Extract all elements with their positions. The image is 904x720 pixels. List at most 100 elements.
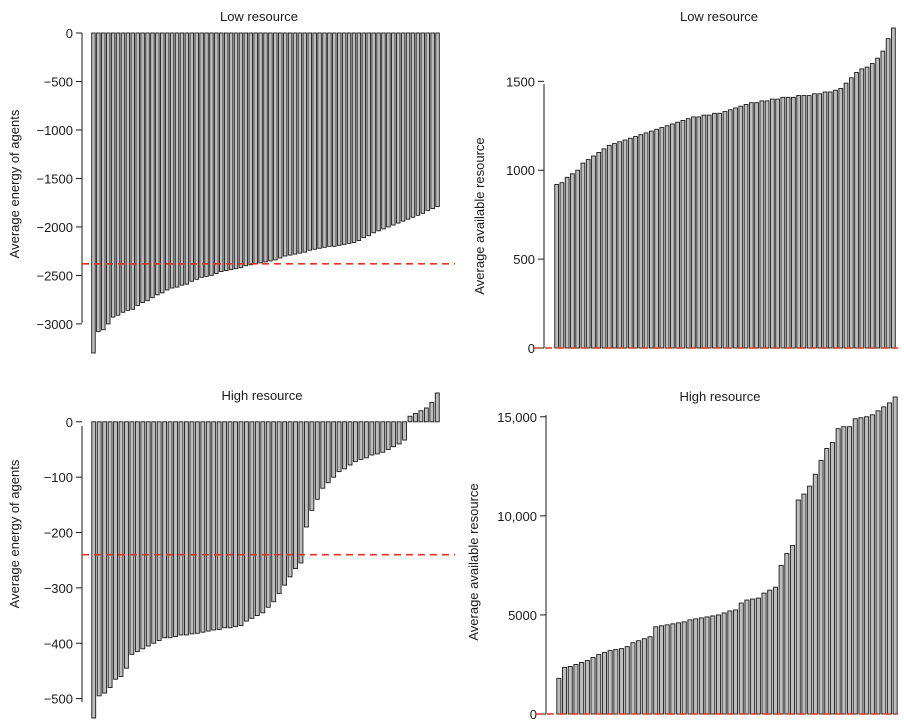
bar bbox=[287, 421, 293, 578]
bar bbox=[134, 421, 140, 653]
bar bbox=[314, 421, 320, 500]
bar bbox=[263, 32, 268, 263]
bar bbox=[276, 421, 282, 594]
bar bbox=[115, 32, 121, 316]
bar bbox=[96, 32, 101, 333]
y-tick-label: 1500 bbox=[506, 74, 535, 89]
bar bbox=[178, 421, 184, 636]
bar bbox=[430, 32, 435, 209]
bar bbox=[859, 68, 865, 349]
bar bbox=[434, 392, 440, 423]
bar bbox=[764, 100, 770, 349]
y-tick-label: −3000 bbox=[36, 317, 73, 332]
bar bbox=[243, 32, 249, 267]
bar bbox=[194, 32, 199, 280]
bar bbox=[120, 32, 126, 313]
bar bbox=[293, 421, 298, 569]
bar bbox=[704, 616, 710, 715]
bar bbox=[701, 114, 707, 349]
bar bbox=[331, 421, 337, 478]
bar bbox=[327, 32, 332, 247]
bar bbox=[356, 32, 362, 241]
bar bbox=[573, 664, 579, 715]
bar bbox=[748, 102, 754, 349]
bar bbox=[402, 421, 407, 441]
bar bbox=[105, 32, 111, 325]
bar bbox=[228, 32, 234, 271]
bar bbox=[405, 32, 411, 220]
bar bbox=[685, 118, 691, 349]
y-axis-ticks: 0 −100 −200 −300 −400 −500 bbox=[44, 415, 82, 707]
bar bbox=[858, 417, 864, 715]
bar bbox=[140, 421, 146, 650]
bar bbox=[785, 96, 791, 349]
bar bbox=[570, 173, 575, 349]
bar bbox=[579, 662, 585, 715]
bar bbox=[733, 107, 738, 349]
bar bbox=[806, 95, 812, 349]
bar bbox=[801, 493, 807, 715]
bar bbox=[371, 32, 376, 234]
bar bbox=[790, 545, 796, 715]
panel-low-resource-energy: Low resource Average energy of agents 0 −… bbox=[7, 9, 455, 354]
bar bbox=[843, 82, 849, 349]
bar bbox=[567, 665, 573, 715]
bar bbox=[624, 646, 630, 715]
bar bbox=[385, 421, 391, 450]
y-tick-label: 1000 bbox=[506, 163, 535, 178]
bar bbox=[347, 421, 353, 466]
bar bbox=[162, 421, 168, 639]
bar bbox=[407, 415, 413, 423]
bar-series bbox=[91, 392, 440, 719]
bar bbox=[265, 421, 271, 608]
bar bbox=[400, 32, 406, 222]
bar bbox=[216, 421, 222, 630]
bar bbox=[817, 93, 823, 349]
y-tick-label: −1000 bbox=[36, 123, 73, 138]
bar bbox=[759, 100, 765, 349]
bar bbox=[381, 32, 386, 230]
bar bbox=[761, 592, 767, 715]
bar bbox=[885, 38, 891, 349]
bar bbox=[118, 421, 124, 677]
bar bbox=[297, 32, 303, 254]
bar bbox=[822, 91, 828, 349]
bar bbox=[415, 32, 421, 216]
bar bbox=[824, 448, 830, 715]
bar bbox=[691, 116, 696, 349]
bar bbox=[641, 638, 647, 715]
bar bbox=[795, 499, 801, 715]
bar bbox=[848, 77, 854, 349]
bar bbox=[658, 625, 664, 715]
bar bbox=[670, 623, 676, 715]
y-tick-label: 0 bbox=[528, 341, 535, 356]
bar bbox=[156, 421, 162, 641]
bar bbox=[722, 111, 728, 349]
bar bbox=[292, 32, 298, 255]
bar bbox=[320, 421, 326, 489]
bar bbox=[322, 32, 327, 248]
bar bbox=[336, 421, 342, 473]
bar bbox=[337, 32, 342, 246]
bar bbox=[827, 91, 833, 349]
bar bbox=[596, 151, 602, 349]
bar bbox=[627, 137, 633, 349]
bar bbox=[784, 553, 790, 715]
bar bbox=[590, 657, 596, 715]
bar bbox=[664, 125, 670, 349]
y-tick-label: 15,000 bbox=[497, 410, 537, 425]
bar bbox=[124, 421, 129, 669]
bar bbox=[374, 421, 380, 455]
panel-title: Low resource bbox=[220, 9, 298, 24]
bar bbox=[125, 32, 131, 311]
y-tick-label: −400 bbox=[44, 636, 73, 651]
bar bbox=[312, 32, 317, 250]
bar bbox=[140, 32, 145, 304]
y-tick-label: −100 bbox=[44, 470, 73, 485]
y-tick-label: 500 bbox=[513, 252, 535, 267]
bar bbox=[717, 112, 723, 349]
bar bbox=[818, 459, 824, 715]
bar bbox=[886, 402, 892, 715]
bar bbox=[332, 32, 337, 247]
bar bbox=[271, 421, 277, 603]
